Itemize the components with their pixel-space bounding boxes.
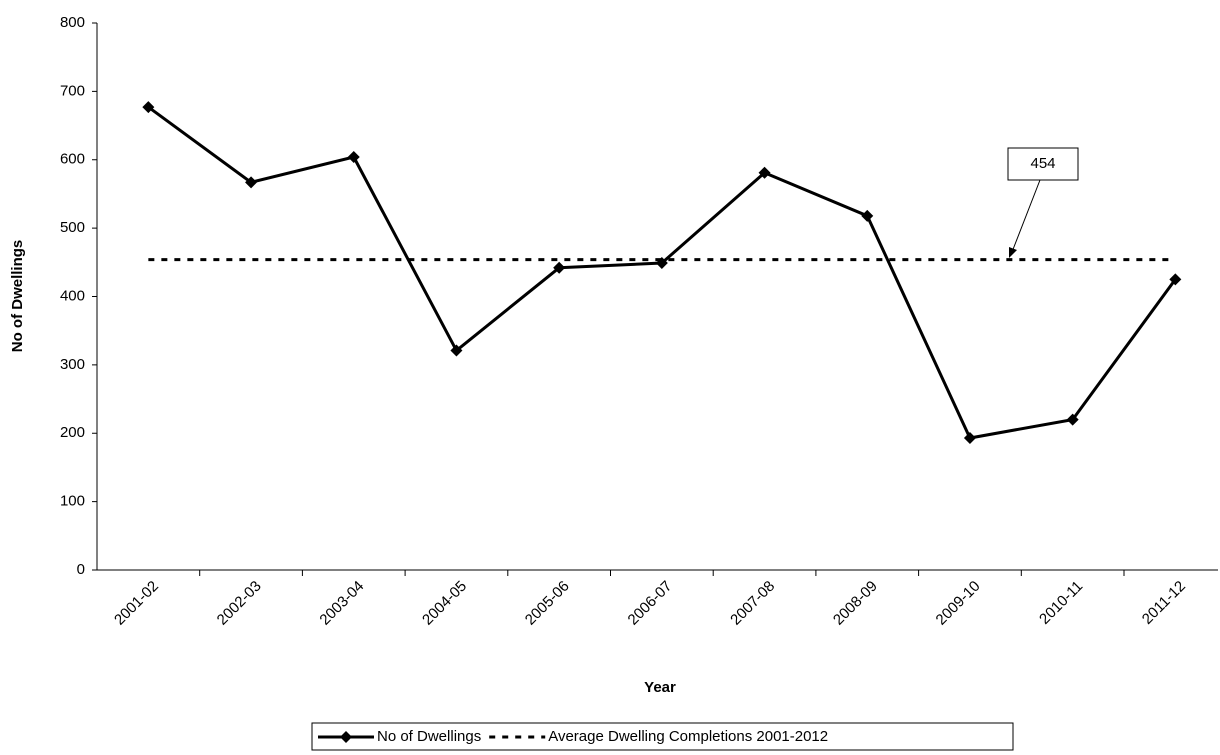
x-tick-label: 2003-04 [316, 578, 367, 629]
legend-label: Average Dwelling Completions 2001-2012 [548, 728, 828, 745]
legend-box [311, 722, 1014, 751]
y-tick-label: 700 [60, 82, 85, 99]
x-tick-label: 2010-11 [1036, 578, 1086, 628]
x-tick-label: 2004-05 [419, 578, 470, 629]
y-tick-label: 300 [60, 356, 85, 373]
x-axis-label: Year [644, 679, 676, 696]
annotation: 454 [1030, 155, 1055, 172]
y-tick-label: 200 [60, 424, 85, 441]
x-tick-label: 2002-03 [214, 578, 265, 629]
annotation-arrowhead [1009, 247, 1017, 258]
x-tick-label: 2005-06 [522, 578, 573, 629]
point [553, 261, 566, 274]
point [963, 432, 976, 445]
x-tick-label: 2009-10 [933, 578, 984, 629]
x-tick-label: 2011-12 [1139, 578, 1189, 628]
legend-marker [340, 731, 352, 743]
point [142, 101, 155, 114]
y-tick-label: 600 [60, 151, 85, 168]
point [1169, 273, 1182, 286]
y-tick-label: 100 [60, 493, 85, 510]
y-tick-label: 800 [60, 14, 85, 31]
annotation-arrow [1011, 179, 1041, 253]
x-tick-label: 2007-08 [727, 578, 778, 629]
point [758, 166, 771, 179]
annotation-box [1007, 147, 1079, 181]
y-tick-label: 500 [60, 219, 85, 236]
point [347, 151, 360, 164]
y-tick-label: 0 [77, 561, 85, 578]
point [1066, 413, 1079, 426]
point [245, 176, 258, 189]
point [861, 209, 874, 222]
y-axis-label: No of Dwellings [9, 240, 26, 353]
legend-label: No of Dwellings [377, 728, 481, 745]
x-tick-label: 2006-07 [625, 578, 676, 629]
point [450, 344, 463, 357]
x-tick-label: 2001-02 [111, 578, 162, 629]
y-tick-label: 400 [60, 287, 85, 304]
x-tick-label: 2008-09 [830, 578, 881, 629]
